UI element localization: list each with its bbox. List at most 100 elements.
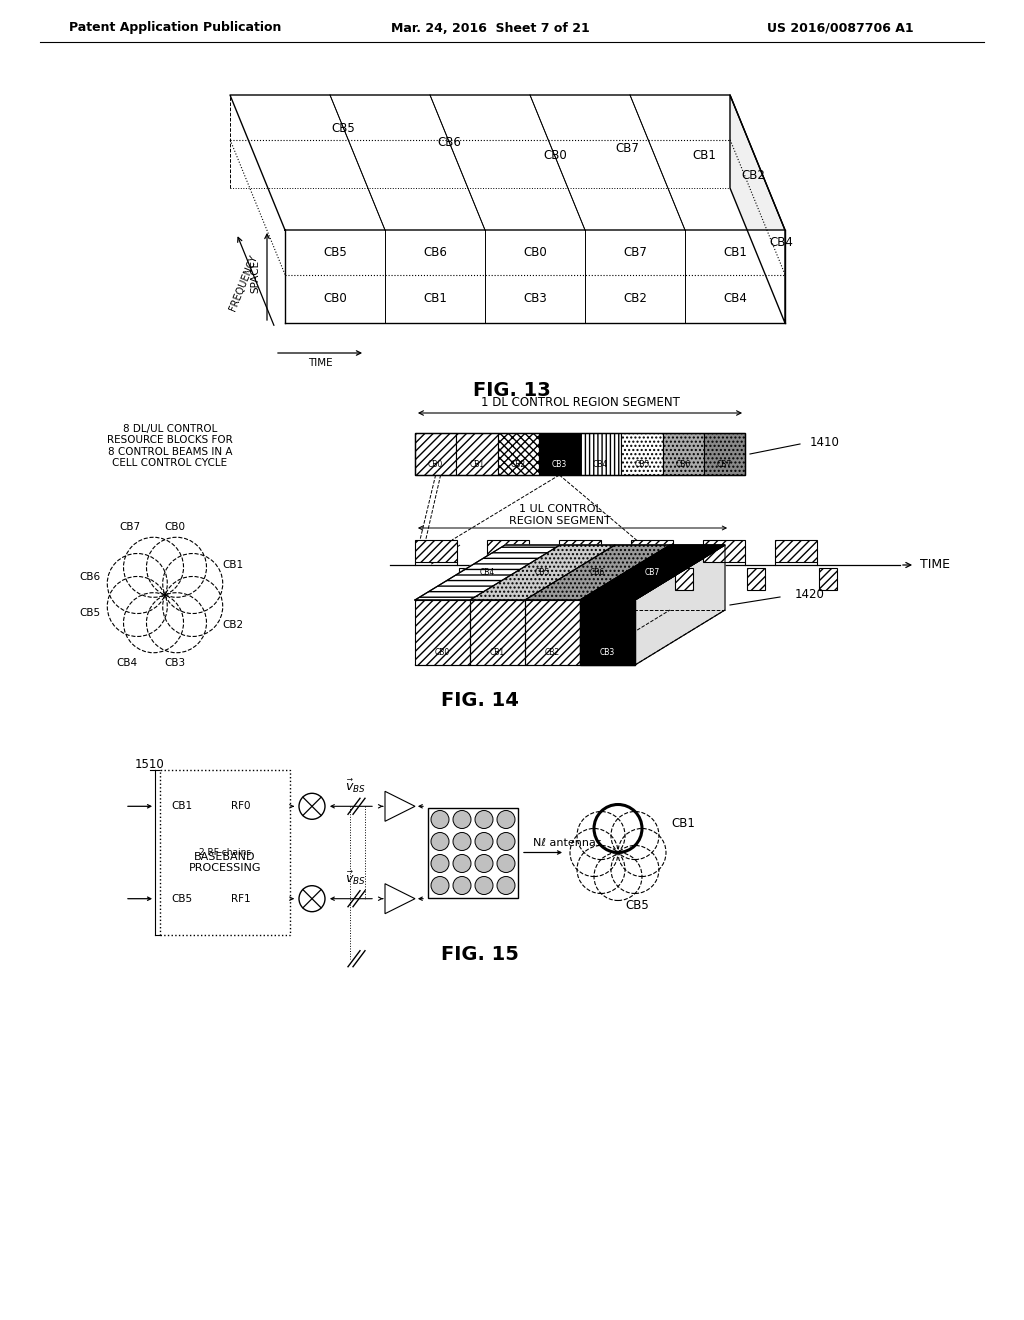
Text: 1 CONTROL
CYCLE: 1 CONTROL CYCLE [564, 610, 626, 632]
Circle shape [431, 810, 449, 829]
Bar [603, 568, 621, 590]
Text: TIME: TIME [920, 558, 950, 572]
Text: 1420: 1420 [795, 589, 825, 602]
Text: CB4: CB4 [723, 292, 746, 305]
Text: CB0: CB0 [428, 459, 443, 469]
Polygon shape [525, 545, 670, 601]
Text: CB6: CB6 [676, 459, 691, 469]
Bar [525, 601, 580, 665]
Text: CB5: CB5 [171, 894, 193, 904]
Text: SPACE: SPACE [250, 260, 260, 293]
Text: CB2: CB2 [511, 459, 525, 469]
Text: CB2: CB2 [545, 648, 560, 657]
Bar [559, 540, 601, 562]
Bar [675, 568, 693, 590]
Text: FIG. 14: FIG. 14 [441, 690, 519, 710]
Text: US 2016/0087706 A1: US 2016/0087706 A1 [767, 21, 913, 34]
Text: CB6: CB6 [590, 568, 605, 577]
Polygon shape [415, 601, 470, 665]
Text: CB3: CB3 [552, 459, 567, 469]
Text: CB1: CB1 [693, 149, 717, 162]
Bar [622, 433, 663, 475]
Text: CB0: CB0 [165, 521, 185, 532]
Text: RF1: RF1 [230, 894, 251, 904]
Text: CB1: CB1 [222, 560, 244, 570]
Text: CB1: CB1 [171, 801, 193, 812]
Text: CB1: CB1 [723, 246, 746, 259]
Polygon shape [635, 545, 725, 665]
Text: CB3: CB3 [165, 657, 185, 668]
Text: CB5: CB5 [626, 899, 649, 912]
Text: CB4: CB4 [117, 657, 137, 668]
Circle shape [453, 876, 471, 895]
Bar [415, 433, 457, 475]
Text: 2 RF chains: 2 RF chains [199, 847, 251, 857]
Text: FREQUENCY: FREQUENCY [228, 253, 259, 312]
Text: CB4: CB4 [769, 236, 794, 249]
Bar [580, 433, 622, 475]
Bar [415, 601, 470, 665]
Text: 1 UL CONTROL
REGION SEGMENT: 1 UL CONTROL REGION SEGMENT [509, 504, 611, 525]
Bar [775, 540, 817, 562]
Text: BASEBAND
PROCESSING: BASEBAND PROCESSING [188, 851, 261, 874]
Text: CB5: CB5 [332, 123, 355, 135]
Bar [631, 540, 673, 562]
Circle shape [497, 810, 515, 829]
Polygon shape [415, 545, 560, 601]
Bar [663, 433, 703, 475]
Text: CB7: CB7 [717, 459, 732, 469]
Circle shape [453, 854, 471, 873]
Text: FIG. 13: FIG. 13 [473, 380, 551, 400]
Text: CB0: CB0 [543, 149, 566, 162]
Text: CB0: CB0 [523, 246, 547, 259]
Polygon shape [580, 545, 725, 601]
Circle shape [475, 876, 493, 895]
Bar [415, 540, 457, 562]
Text: $\vec{v}_{BS}$: $\vec{v}_{BS}$ [345, 870, 366, 887]
Text: CB1: CB1 [671, 817, 695, 830]
Bar [531, 568, 549, 590]
Bar [498, 433, 539, 475]
Text: CB3: CB3 [600, 648, 615, 657]
Polygon shape [470, 545, 615, 601]
Text: CB5: CB5 [535, 568, 550, 577]
Circle shape [453, 833, 471, 850]
Text: CB4: CB4 [480, 568, 496, 577]
Text: Patent Application Publication: Patent Application Publication [69, 21, 282, 34]
Circle shape [453, 810, 471, 829]
Text: 8 DL/UL CONTROL
RESOURCE BLOCKS FOR
8 CONTROL BEAMS IN A
CELL CONTROL CYCLE: 8 DL/UL CONTROL RESOURCE BLOCKS FOR 8 CO… [108, 424, 232, 469]
Circle shape [497, 854, 515, 873]
Circle shape [475, 810, 493, 829]
Bar [746, 568, 765, 590]
Circle shape [431, 833, 449, 850]
Bar [160, 770, 290, 935]
Text: CB3: CB3 [523, 292, 547, 305]
Text: 1 DL CONTROL REGION SEGMENT: 1 DL CONTROL REGION SEGMENT [480, 396, 680, 409]
Bar [428, 808, 518, 898]
Text: $\vec{v}_{BS}$: $\vec{v}_{BS}$ [345, 777, 366, 795]
Polygon shape [730, 95, 785, 323]
Text: CB4: CB4 [593, 459, 608, 469]
Text: CB5: CB5 [324, 246, 347, 259]
Circle shape [431, 854, 449, 873]
Text: RF0: RF0 [230, 801, 250, 812]
Bar [487, 540, 529, 562]
Bar [415, 433, 745, 475]
Polygon shape [470, 601, 525, 665]
Polygon shape [525, 601, 580, 665]
Text: CB0: CB0 [324, 292, 347, 305]
Polygon shape [285, 230, 785, 323]
Text: FIG. 15: FIG. 15 [441, 945, 519, 965]
Text: Nℓ antennas: Nℓ antennas [534, 837, 602, 847]
Text: TIME: TIME [307, 358, 333, 368]
Text: CB2: CB2 [623, 292, 647, 305]
Text: CB5: CB5 [80, 609, 100, 618]
Bar [539, 433, 580, 475]
Text: CB1: CB1 [469, 459, 484, 469]
Polygon shape [580, 601, 635, 665]
Bar [470, 601, 525, 665]
Text: CB0: CB0 [435, 648, 451, 657]
Polygon shape [415, 545, 725, 601]
Text: CB6: CB6 [80, 572, 100, 582]
Circle shape [497, 876, 515, 895]
